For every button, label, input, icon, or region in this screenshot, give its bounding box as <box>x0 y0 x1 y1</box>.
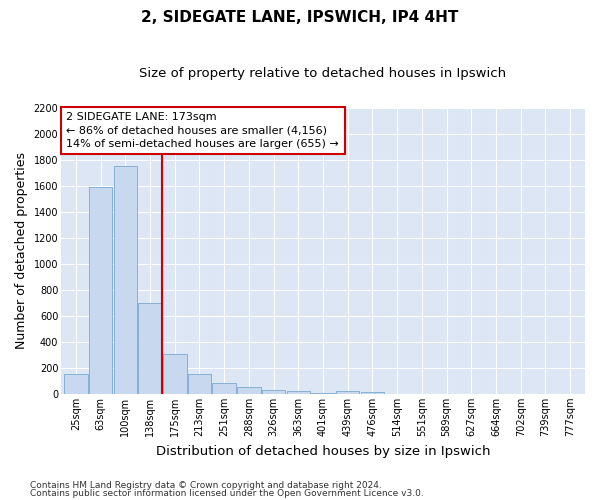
Bar <box>287 392 310 394</box>
Bar <box>113 166 137 394</box>
Text: 2, SIDEGATE LANE, IPSWICH, IP4 4HT: 2, SIDEGATE LANE, IPSWICH, IP4 4HT <box>142 10 458 25</box>
Bar <box>237 388 260 394</box>
Bar <box>64 374 88 394</box>
Text: Contains HM Land Registry data © Crown copyright and database right 2024.: Contains HM Land Registry data © Crown c… <box>30 481 382 490</box>
Bar <box>212 383 236 394</box>
Text: Contains public sector information licensed under the Open Government Licence v3: Contains public sector information licen… <box>30 488 424 498</box>
Bar <box>262 390 286 394</box>
Y-axis label: Number of detached properties: Number of detached properties <box>15 152 28 350</box>
Text: 2 SIDEGATE LANE: 173sqm
← 86% of detached houses are smaller (4,156)
14% of semi: 2 SIDEGATE LANE: 173sqm ← 86% of detache… <box>67 112 339 148</box>
Bar <box>188 374 211 394</box>
Bar <box>89 188 112 394</box>
Bar <box>361 392 384 394</box>
X-axis label: Distribution of detached houses by size in Ipswich: Distribution of detached houses by size … <box>156 444 490 458</box>
Bar <box>163 354 187 394</box>
Bar <box>139 303 162 394</box>
Title: Size of property relative to detached houses in Ipswich: Size of property relative to detached ho… <box>139 68 506 80</box>
Bar <box>336 392 359 394</box>
Bar <box>311 392 335 394</box>
